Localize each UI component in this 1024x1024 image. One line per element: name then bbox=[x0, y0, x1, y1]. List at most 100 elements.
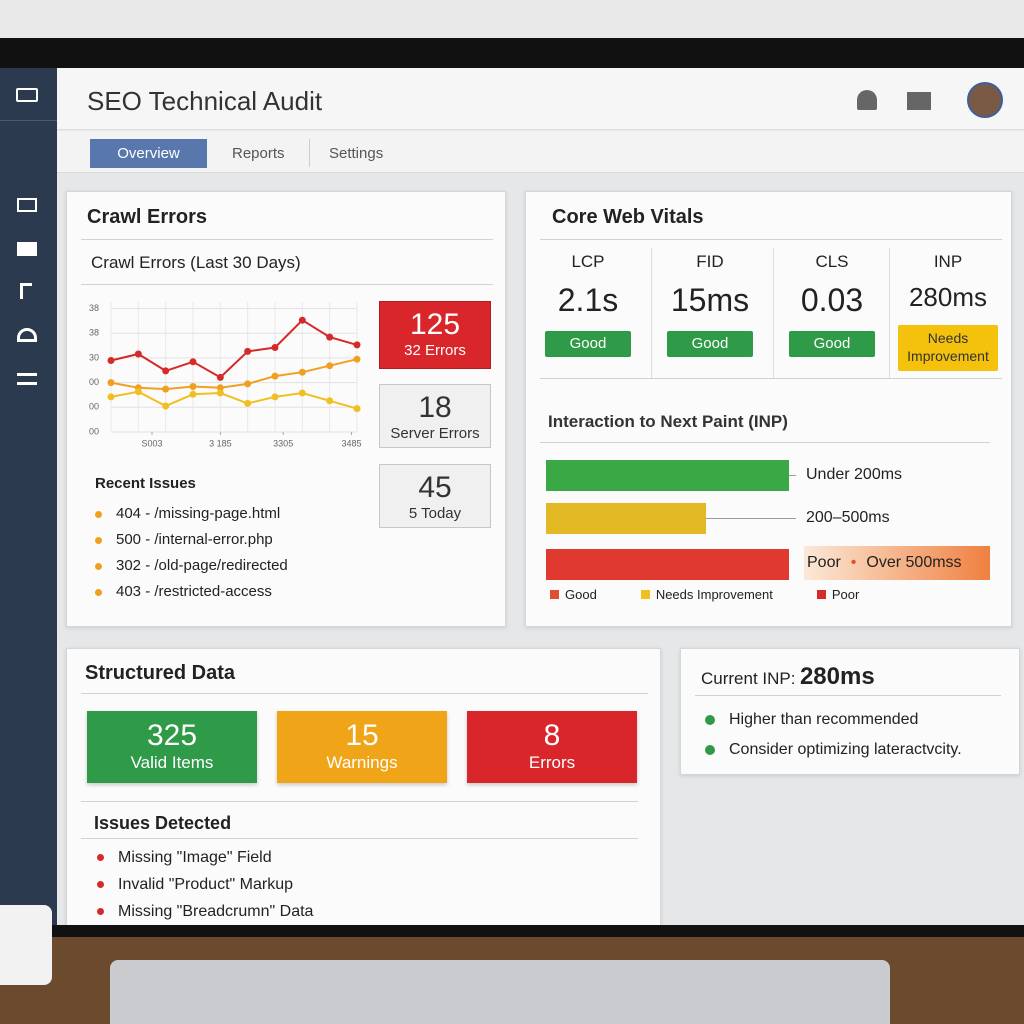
tab[interactable]: Overview bbox=[90, 139, 207, 168]
issue: Missing "Breadcrumn" Data bbox=[97, 903, 313, 921]
stat-value: 45 bbox=[418, 471, 452, 504]
issue-text: 302 - /old-page/redirected bbox=[116, 557, 288, 574]
metric-value: 280ms bbox=[908, 282, 988, 312]
x-tick-label: 3 185 bbox=[209, 438, 232, 448]
icon[interactable] bbox=[17, 242, 37, 256]
legend-label: Good bbox=[565, 587, 597, 602]
tile-label: Warnings bbox=[326, 753, 398, 772]
line bbox=[110, 390, 358, 410]
divider bbox=[81, 838, 638, 839]
tile-value: 8 bbox=[543, 719, 561, 752]
legend-swatch bbox=[640, 590, 650, 599]
issue-text: 404 - /missing-page.html bbox=[116, 505, 281, 522]
icon[interactable] bbox=[17, 373, 37, 385]
tab[interactable]: Reports bbox=[232, 145, 285, 162]
metric-value: 2.1s bbox=[557, 282, 619, 318]
section-title: Recent Issues bbox=[95, 475, 196, 492]
line bbox=[110, 358, 358, 391]
line-chart: 38 38 30 00 00 00 S003 3 185 3305 3485 bbox=[89, 302, 362, 448]
note-text: Consider optimizing lateractvcity. bbox=[729, 741, 962, 758]
page-title: SEO Technical Audit bbox=[87, 86, 323, 116]
bullet bbox=[97, 881, 104, 889]
avatar[interactable] bbox=[967, 82, 1003, 118]
tile: 8 Errors bbox=[467, 711, 637, 783]
bar bbox=[546, 460, 789, 491]
icon[interactable] bbox=[17, 328, 37, 342]
bullet bbox=[97, 908, 104, 916]
y-tick-label: 00 bbox=[89, 377, 99, 387]
stat-label: Server Errors bbox=[390, 425, 480, 442]
icon[interactable] bbox=[17, 198, 37, 212]
bullet bbox=[705, 714, 715, 725]
metric-label: LCP bbox=[571, 252, 605, 271]
issue: 404 - /missing-page.html bbox=[95, 505, 288, 522]
crawl-card: Crawl Errors Crawl Errors (Last 30 Days)… bbox=[66, 191, 506, 627]
separator: • bbox=[850, 554, 857, 571]
divider bbox=[81, 284, 493, 285]
y-tick-label: 38 bbox=[89, 303, 99, 313]
metric: INP 280ms Needs Improvement bbox=[888, 252, 1008, 371]
point bbox=[216, 373, 224, 381]
divider bbox=[0, 120, 57, 121]
divider bbox=[81, 693, 648, 694]
point bbox=[189, 383, 197, 390]
point bbox=[107, 393, 115, 401]
point bbox=[326, 362, 334, 370]
point bbox=[326, 333, 334, 341]
icon[interactable] bbox=[20, 283, 32, 299]
divider bbox=[81, 239, 493, 240]
tile-label: Errors bbox=[528, 753, 576, 772]
tab[interactable]: Settings bbox=[329, 145, 384, 162]
bullet bbox=[97, 854, 104, 862]
issue: Invalid "Product" Markup bbox=[97, 876, 313, 894]
divider bbox=[81, 801, 638, 802]
bullet bbox=[95, 536, 102, 544]
inp-bars: Under 200ms 200–500ms Poor • Over 500mss bbox=[546, 460, 996, 590]
metric: FID 15ms Good bbox=[650, 252, 770, 357]
legend-label: Poor bbox=[831, 587, 860, 602]
note-text: Higher than recommended bbox=[729, 711, 919, 728]
point bbox=[216, 384, 224, 392]
bar-label: 200–500ms bbox=[806, 509, 890, 526]
issue-text: Missing "Breadcrumn" Data bbox=[118, 903, 314, 920]
section-title: Interaction to Next Paint (INP) bbox=[548, 412, 788, 431]
metric-label: FID bbox=[696, 252, 724, 271]
divider bbox=[889, 248, 890, 378]
y-tick-label: 30 bbox=[89, 352, 99, 362]
bullet bbox=[95, 562, 102, 570]
divider bbox=[540, 378, 1002, 379]
line bbox=[110, 318, 358, 379]
point bbox=[298, 368, 306, 376]
point bbox=[353, 341, 361, 349]
current-inp: Current INP: 280ms bbox=[701, 663, 875, 691]
tile: 15 Warnings bbox=[277, 711, 447, 783]
notebook bbox=[0, 905, 52, 985]
issue: 500 - /internal-error.php bbox=[95, 531, 288, 548]
stat-box: 18 Server Errors bbox=[379, 384, 491, 448]
divider bbox=[540, 442, 990, 443]
stat-value: 18 bbox=[418, 391, 452, 424]
metric-label: CLS bbox=[815, 252, 849, 271]
value: 280ms bbox=[799, 663, 875, 690]
metric-value: 15ms bbox=[670, 282, 750, 318]
bezel bbox=[0, 925, 1024, 937]
folder-icon[interactable] bbox=[907, 92, 931, 110]
bell-icon[interactable] bbox=[857, 90, 877, 110]
metric: CLS 0.03 Good bbox=[772, 252, 892, 357]
point bbox=[107, 379, 115, 387]
stat-value: 125 bbox=[409, 308, 461, 341]
legend-label: Needs Improvement bbox=[655, 587, 773, 602]
issue: 403 - /restricted-access bbox=[95, 583, 288, 600]
icon[interactable] bbox=[16, 88, 38, 102]
bar-label-box: Poor • Over 500mss bbox=[804, 546, 990, 580]
legend-item: Good bbox=[550, 587, 597, 602]
bullet bbox=[95, 510, 102, 518]
status-badge: Needs Improvement bbox=[898, 325, 998, 371]
issue-text: 403 - /restricted-access bbox=[116, 583, 272, 600]
x-tick-label: S003 bbox=[141, 438, 162, 448]
point bbox=[162, 385, 170, 393]
divider bbox=[651, 248, 652, 378]
y-tick-label: 00 bbox=[89, 402, 99, 412]
note: Consider optimizing lateractvcity. bbox=[705, 741, 962, 759]
bezel bbox=[0, 38, 1024, 70]
